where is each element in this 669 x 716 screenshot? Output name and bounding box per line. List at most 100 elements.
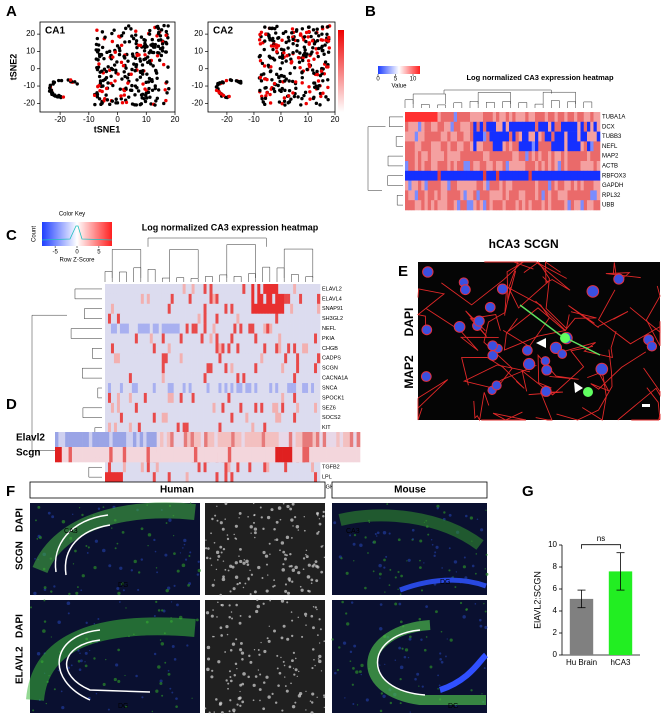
heatmap-cell: [144, 373, 147, 383]
heatmap-cell: [123, 432, 127, 447]
heatmap-cell: [165, 343, 168, 353]
heatmap-cell: [460, 200, 464, 210]
heatmap-cell: [236, 353, 239, 363]
speckle: [57, 621, 60, 624]
cell-point: [258, 38, 261, 41]
heatmap-cell: [287, 403, 290, 413]
heatmap-cell: [201, 343, 204, 353]
heatmap-cell: [431, 112, 435, 122]
heatmap-cell: [480, 141, 484, 151]
speckle: [124, 675, 125, 676]
heatmap-cell: [486, 181, 490, 191]
heatmap-cell: [451, 141, 455, 151]
heatmap-cell: [293, 363, 296, 373]
cell-point: [164, 34, 167, 37]
heatmap-cell: [123, 363, 126, 373]
heatmap-cell: [496, 171, 500, 181]
heatmap-cell: [269, 472, 272, 482]
dendrogram: [234, 276, 241, 282]
heatmap-cell: [116, 447, 120, 462]
cell-point: [275, 73, 278, 76]
speckle: [449, 547, 451, 549]
heatmap-cell: [150, 432, 154, 447]
heatmap-cell: [254, 314, 257, 324]
heatmap-cell: [221, 423, 224, 433]
heatmap-cell: [496, 122, 500, 132]
heatmap-cell: [412, 200, 416, 210]
cell-point: [131, 52, 134, 55]
heatmap-cell: [113, 432, 117, 447]
speckle: [379, 627, 382, 630]
heatmap-cell: [412, 132, 416, 142]
dendrogram: [306, 277, 313, 282]
heatmap-cell: [587, 171, 591, 181]
heatmap-cell: [447, 112, 451, 122]
heatmap-cell: [144, 294, 147, 304]
speckle: [310, 578, 313, 581]
heatmap-cell: [75, 447, 79, 462]
speckle: [257, 566, 260, 569]
heatmap-cell: [168, 314, 171, 324]
heatmap-cell: [473, 151, 477, 161]
speckle: [301, 589, 304, 592]
speckle: [307, 575, 311, 579]
speckle: [364, 536, 366, 538]
heatmap-cell: [447, 190, 451, 200]
heatmap-cell: [561, 190, 565, 200]
heatmap-cell: [165, 423, 168, 433]
heatmap-cell: [183, 462, 186, 472]
heatmap-cell: [503, 122, 507, 132]
gene-label: SOCS2: [322, 415, 341, 421]
cell-point: [276, 37, 279, 40]
heatmap-cell: [186, 324, 189, 334]
cell-point: [103, 36, 106, 39]
speckle: [306, 555, 309, 558]
speckle: [426, 636, 428, 638]
heatmap-cell: [177, 393, 180, 403]
heatmap-cell: [180, 314, 183, 324]
speckle: [313, 659, 315, 661]
speckle: [62, 520, 65, 523]
heatmap-cell: [218, 324, 221, 334]
heatmap-cell: [177, 284, 180, 294]
gene-label: LPL: [322, 475, 332, 481]
heatmap-cell: [227, 393, 230, 403]
heatmap-cell: [266, 383, 269, 393]
heatmap-cell: [239, 462, 242, 472]
heatmap-cell: [251, 304, 254, 314]
heatmap-cell: [311, 373, 314, 383]
cell-point: [237, 80, 240, 83]
heatmap-cell: [248, 462, 251, 472]
speckle: [284, 676, 285, 677]
heatmap-cell: [470, 181, 474, 191]
heatmap-cell: [162, 462, 165, 472]
heatmap-cell: [195, 294, 198, 304]
heatmap-cell: [571, 112, 575, 122]
heatmap-cell: [454, 112, 458, 122]
heatmap-cell: [266, 472, 269, 482]
heatmap-cell: [405, 151, 409, 161]
heatmap-cell: [189, 403, 192, 413]
cell-point: [126, 76, 129, 79]
cell-point: [150, 44, 153, 47]
cell-point: [323, 43, 326, 46]
heatmap-cell: [135, 393, 138, 403]
heatmap-cell: [168, 423, 171, 433]
cell-point: [142, 97, 145, 100]
heatmap-cell: [126, 373, 129, 383]
heatmap-cell: [105, 373, 108, 383]
heatmap-cell: [467, 141, 471, 151]
heatmap-cell: [302, 413, 305, 423]
heatmap-cell: [135, 373, 138, 383]
speckle: [379, 577, 380, 578]
heatmap-cell: [159, 363, 162, 373]
speckle: [172, 645, 175, 648]
colorbar-tick-label: 5: [394, 77, 398, 83]
panel-label: F: [6, 483, 15, 500]
heatmap-cell: [305, 363, 308, 373]
x-tick-label: 10: [142, 115, 151, 124]
dendrogram: [177, 278, 184, 282]
cell-point: [268, 93, 271, 96]
heatmap-cell: [545, 161, 549, 171]
heatmap-cell: [470, 122, 474, 132]
